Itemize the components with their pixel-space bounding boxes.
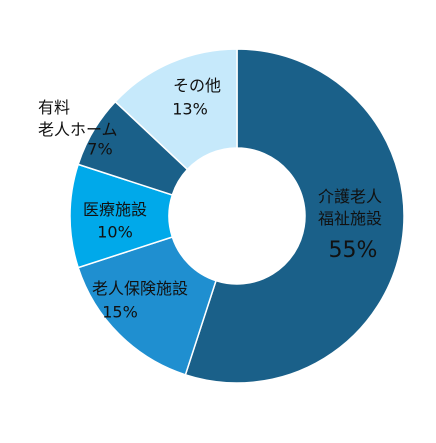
category-label: その他 (173, 76, 221, 95)
value-label: 10% (97, 223, 133, 242)
donut-segment (77, 236, 217, 376)
label-line: 介護老人 (318, 187, 382, 206)
value-label: 13% (172, 100, 208, 119)
value-label: 15% (102, 303, 138, 322)
label-line: 有料 (38, 98, 70, 117)
category-label: 老人保険施設 (92, 279, 188, 298)
value-label: 7% (87, 140, 112, 159)
label-line: その他 (173, 76, 221, 95)
label-line: 老人ホーム (38, 120, 118, 139)
category-label: 有料老人ホーム (38, 98, 118, 139)
value-label: 55% (329, 238, 378, 263)
label-line: 医療施設 (83, 200, 147, 219)
category-label: 介護老人福祉施設 (318, 187, 382, 228)
donut-segment (114, 48, 238, 171)
donut-segment (184, 48, 405, 384)
label-line: 老人保険施設 (92, 279, 188, 298)
category-label: 医療施設 (83, 200, 147, 219)
label-line: 福祉施設 (318, 209, 382, 228)
